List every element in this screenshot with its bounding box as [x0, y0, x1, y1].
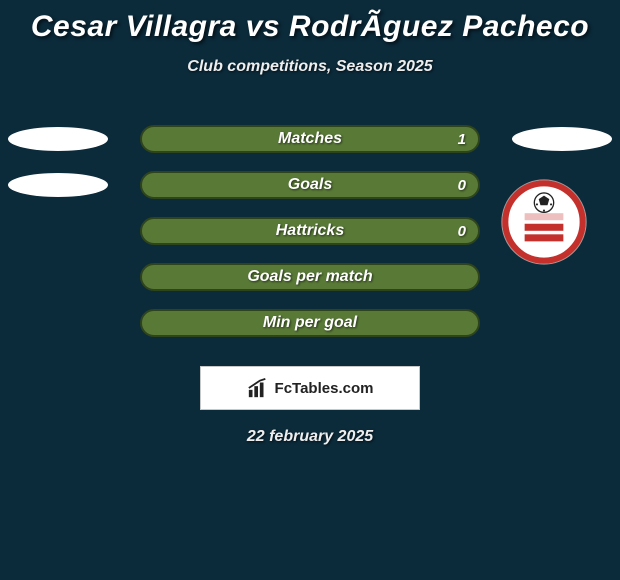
- stat-bar: Matches 1: [140, 125, 480, 153]
- page-subtitle: Club competitions, Season 2025: [0, 58, 620, 76]
- stat-label: Min per goal: [263, 314, 357, 332]
- date-text: 22 february 2025: [0, 428, 620, 446]
- stat-value-right: 1: [458, 131, 466, 148]
- stat-bar: Hattricks 0: [140, 217, 480, 245]
- stat-label: Matches: [278, 130, 342, 148]
- stat-label: Hattricks: [276, 222, 344, 240]
- branding-box: FcTables.com: [200, 366, 420, 410]
- left-pill: [8, 127, 108, 151]
- stat-value-right: 0: [458, 177, 466, 194]
- left-pill: [8, 173, 108, 197]
- branding-text: FcTables.com: [275, 380, 374, 397]
- right-pill: [512, 127, 612, 151]
- stat-row: Matches 1: [0, 116, 620, 162]
- stat-bar: Min per goal: [140, 309, 480, 337]
- stat-bar: Goals 0: [140, 171, 480, 199]
- stat-label: Goals: [288, 176, 332, 194]
- page-title: Cesar Villagra vs RodrÃ­guez Pacheco: [0, 0, 620, 44]
- club-badge-icon: [500, 178, 588, 266]
- stat-row: Min per goal: [0, 300, 620, 346]
- stat-label: Goals per match: [247, 268, 372, 286]
- stat-bar: Goals per match: [140, 263, 480, 291]
- branding-chart-icon: [247, 377, 269, 399]
- stat-value-right: 0: [458, 223, 466, 240]
